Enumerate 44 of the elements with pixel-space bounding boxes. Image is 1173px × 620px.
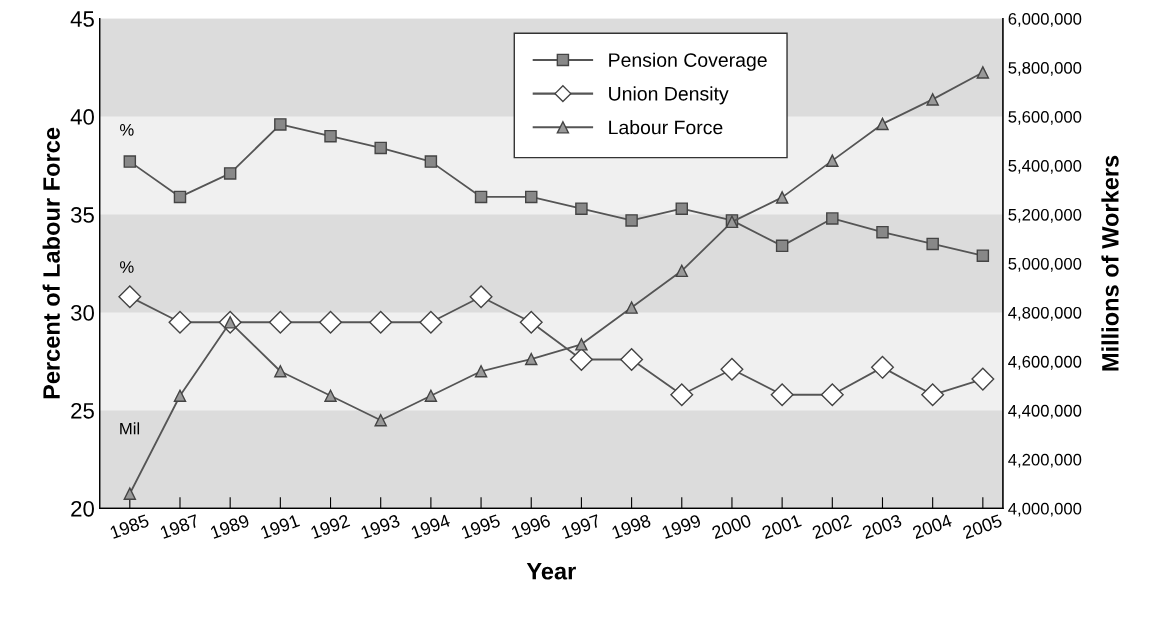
x-tick-label: 2005 xyxy=(962,513,1003,540)
x-tick-label: 1998 xyxy=(611,513,652,539)
y-tick-label: 25 xyxy=(71,402,94,419)
x-tick-label: 1991 xyxy=(260,514,301,539)
y2-tick-label: 4,400,000 xyxy=(1008,404,1082,419)
x-tick-label: 1989 xyxy=(209,514,250,539)
annotation: Mil xyxy=(120,422,140,435)
y2-tick-label: 5,200,000 xyxy=(1008,208,1082,223)
x-tick-label: 1993 xyxy=(360,513,401,539)
y2-tick-label: 4,000,000 xyxy=(1008,502,1082,517)
y2-tick-label: 4,600,000 xyxy=(1008,355,1082,370)
legend-label: Union Density xyxy=(609,86,729,105)
x-tick-label: 1985 xyxy=(109,513,150,539)
y-tick-label: 20 xyxy=(71,500,94,517)
y-axis-title: Percent of Labour Force xyxy=(42,127,60,399)
y2-tick-label: 5,400,000 xyxy=(1008,159,1082,174)
x-axis-title: Year xyxy=(526,563,576,580)
x-tick-label: 2003 xyxy=(861,513,903,540)
x-tick-label: 1994 xyxy=(410,513,451,539)
x-tick-label: 1992 xyxy=(310,514,351,539)
y-tick-label: 40 xyxy=(70,109,94,125)
annotation: % xyxy=(119,261,134,273)
x-tick-label: 2004 xyxy=(911,513,953,540)
y2-tick-label: 6,000,000 xyxy=(1008,13,1082,27)
legend-label: Pension Coverage xyxy=(609,52,767,71)
y-tick-label: 30 xyxy=(70,305,94,321)
y2-tick-label: 5,600,000 xyxy=(1008,110,1082,125)
x-tick-label: 2001 xyxy=(761,514,802,540)
y-tick-label: 35 xyxy=(70,207,94,223)
x-tick-label: 1995 xyxy=(460,513,501,539)
x-tick-label: 2002 xyxy=(811,514,852,540)
x-tick-label: 1999 xyxy=(661,514,702,539)
annotation: % xyxy=(119,124,134,136)
y2-tick-label: 5,800,000 xyxy=(1008,61,1082,76)
y2-tick-label: 4,200,000 xyxy=(1008,453,1082,468)
x-tick-label: 2000 xyxy=(711,513,752,540)
x-tick-label: 1997 xyxy=(561,514,602,539)
y2-tick-label: 4,800,000 xyxy=(1008,306,1082,321)
y2-axis-title: Millions of Workers xyxy=(1101,155,1119,371)
legend-label: Labour Force xyxy=(609,120,723,135)
x-tick-label: 1987 xyxy=(159,514,200,539)
x-tick-label: 1996 xyxy=(510,513,552,539)
y-tick-label: 45 xyxy=(70,11,94,27)
y2-tick-label: 5,000,000 xyxy=(1008,257,1082,272)
